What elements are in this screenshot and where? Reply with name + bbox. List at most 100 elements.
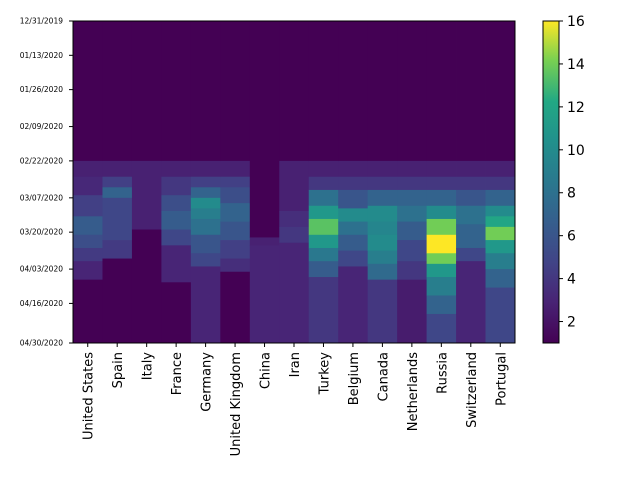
x-tick-label: United States — [82, 352, 97, 440]
y-tick-label: 01/13/2020 — [20, 51, 63, 60]
heatmap-cell — [338, 160, 369, 178]
heatmap-cell — [161, 229, 192, 246]
y-tick-label: 01/26/2020 — [20, 85, 63, 94]
x-tick-label: France — [170, 352, 185, 395]
heatmap-cell — [397, 240, 427, 262]
heatmap-cell — [102, 197, 133, 241]
heatmap-cells — [73, 21, 516, 344]
heatmap-cell — [397, 160, 427, 178]
heatmap-cell — [426, 253, 457, 265]
heatmap-cell — [308, 189, 339, 207]
y-tick-label: 03/20/2020 — [20, 228, 63, 237]
heatmap-cell — [308, 234, 339, 249]
heatmap-cell — [485, 269, 516, 288]
heatmap-cell — [220, 187, 251, 204]
colorbar-tick-label: 6 — [567, 229, 576, 245]
heatmap-cell — [308, 218, 339, 236]
heatmap-cell — [161, 211, 192, 230]
heatmap-cell — [426, 218, 457, 236]
heatmap-cell — [456, 224, 486, 249]
heatmap-cell — [131, 21, 162, 162]
heatmap-cell — [426, 313, 457, 344]
heatmap-cell — [190, 208, 221, 220]
x-tick-label: Italy — [141, 352, 156, 381]
y-tick-label: 02/22/2020 — [20, 156, 63, 165]
x-tick-label: Switzerland — [465, 352, 480, 428]
x-tick-label: Germany — [200, 352, 215, 412]
y-tick-label: 03/07/2020 — [20, 193, 63, 202]
heatmap-cell — [131, 160, 162, 230]
colorbar: 2 4 6 8 10 12 14 16 — [542, 14, 585, 344]
heatmap-cell — [220, 258, 251, 273]
heatmap-cell — [426, 160, 457, 178]
heatmap-cell — [426, 176, 457, 191]
colorbar-gradient — [542, 20, 560, 344]
heatmap-cell — [397, 176, 427, 191]
heatmap-cell — [73, 21, 103, 162]
heatmap-cell — [367, 205, 398, 222]
heatmap-cell — [397, 221, 427, 241]
heatmap-cell — [308, 21, 339, 162]
heatmap-cell — [249, 245, 280, 344]
heatmap-cell — [397, 261, 427, 281]
heatmap-cell — [73, 176, 103, 196]
x-tick-label: Belgium — [347, 352, 362, 405]
heatmap-cell — [102, 160, 133, 178]
heatmap-cell — [338, 189, 369, 209]
heatmap-cell — [190, 234, 221, 254]
heatmap-cell — [308, 205, 339, 220]
heatmap-cell — [73, 234, 103, 249]
y-tick-label: 12/31/2019 — [20, 17, 63, 26]
heatmap-cell — [131, 229, 162, 344]
colorbar-tick-label: 8 — [567, 186, 576, 202]
heatmap-cell — [338, 234, 369, 252]
heatmap-cell — [338, 21, 369, 162]
x-tick-label: Netherlands — [406, 352, 421, 431]
colorbar-tick-label: 2 — [567, 315, 576, 331]
heatmap-cell — [485, 21, 516, 162]
heatmap-cell — [485, 216, 516, 228]
colorbar-tick-label: 4 — [567, 272, 576, 288]
heatmap-cell — [426, 21, 457, 162]
y-tick-label: 02/09/2020 — [20, 122, 63, 131]
heatmap-cell — [220, 160, 251, 178]
heatmap-cell — [102, 187, 133, 199]
heatmap-cell — [426, 295, 457, 315]
heatmap-cell — [367, 250, 398, 265]
heatmap-cell — [456, 189, 486, 207]
x-tick-label: Portugal — [494, 352, 509, 406]
heatmap-cell — [367, 189, 398, 207]
heatmap-cell — [220, 240, 251, 259]
heatmap-cell — [485, 205, 516, 217]
heatmap-cell — [220, 271, 251, 344]
colorbar-tick-label: 14 — [567, 57, 585, 73]
heatmap-cell — [485, 176, 516, 191]
heatmap-cell — [220, 221, 251, 241]
heatmap-cell — [73, 195, 103, 217]
heatmap-cell — [73, 261, 103, 281]
x-tick-label: Spain — [111, 352, 126, 388]
heatmap-cell — [397, 205, 427, 222]
heatmap-cell — [367, 279, 398, 344]
heatmap-cell — [456, 261, 486, 344]
y-tick-label: 04/16/2020 — [20, 299, 63, 308]
heatmap-cell — [367, 176, 398, 191]
heatmap-cell — [73, 216, 103, 236]
heatmap-cell — [190, 187, 221, 199]
heatmap-cell — [456, 176, 486, 191]
heatmap-cell — [308, 277, 339, 344]
heatmap-cell — [367, 160, 398, 178]
heatmap-cell — [73, 247, 103, 262]
heatmap-cell — [220, 176, 251, 188]
heatmap-cell — [220, 203, 251, 222]
heatmap-cell — [485, 240, 516, 254]
heatmap-cell — [456, 160, 486, 178]
heatmap-cell — [485, 189, 516, 207]
heatmap-cell — [426, 205, 457, 220]
colorbar-tick-label: 16 — [567, 14, 585, 30]
heatmap-cell — [426, 263, 457, 278]
heatmap-cell — [456, 247, 486, 262]
heatmap-cell — [249, 21, 280, 238]
heatmap-cell — [485, 160, 516, 178]
